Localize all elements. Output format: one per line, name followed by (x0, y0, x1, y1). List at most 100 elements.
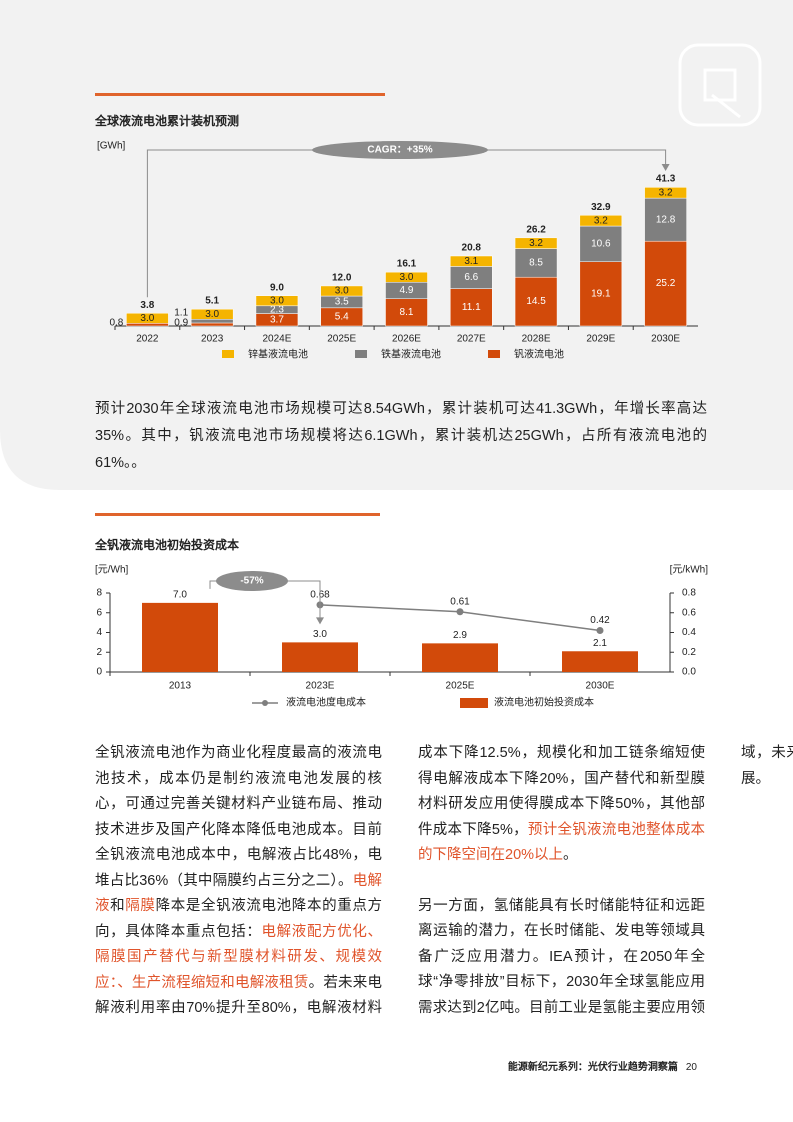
legend-swatch (488, 350, 500, 358)
bar (282, 642, 358, 672)
data-label: 3.0 (140, 313, 154, 324)
bar-segment (190, 322, 234, 327)
x-tick-label: 2026E (392, 334, 421, 345)
annotation: -57% (240, 576, 263, 587)
data-label: 6.6 (464, 272, 478, 283)
bar-segment (126, 312, 169, 324)
data-label: 3.2 (594, 215, 608, 226)
paragraph: 另一方面，氢储能具有长时储能特征和远距离运输的潜力，在长时储能、发电等领域具备广… (418, 741, 793, 1041)
footer-series: 能源新纪元系列：光伏行业趋势洞察篇 (507, 1062, 678, 1073)
bar-segment (514, 237, 558, 249)
data-label: 3.7 (270, 314, 284, 325)
bar-segment (255, 295, 299, 307)
total-label: 16.1 (397, 258, 417, 269)
arrow-head (316, 617, 324, 625)
data-label: 3.2 (659, 187, 673, 198)
bar-segment (320, 285, 363, 297)
data-label: 3.5 (335, 297, 349, 308)
data-label: 5.4 (335, 312, 349, 323)
paragraph: 预计2030年全球液流电池市场规模可达8.54GWh，累计装机可达41.3GWh… (95, 401, 707, 471)
bar-segment (644, 240, 687, 327)
y2-tick-label: 0.0 (682, 667, 696, 678)
text-run: 。 (563, 847, 578, 863)
unit-label: [元/Wh] (95, 565, 129, 576)
bar-segment (579, 261, 623, 327)
data-label: 0.8 (109, 318, 123, 329)
accent-rule (95, 513, 380, 516)
x-tick-label: 2028E (522, 334, 551, 345)
bar (422, 643, 498, 672)
data-label: 3.2 (529, 238, 543, 249)
data-label: 2.9 (453, 630, 467, 641)
y2-tick-label: 0.4 (682, 627, 696, 638)
data-label: 14.5 (526, 296, 546, 307)
bar (562, 651, 638, 672)
total-label: 26.2 (526, 224, 546, 235)
x-tick-label: 2025E (446, 681, 475, 692)
bar-segment (450, 288, 493, 327)
text-run: 另一方面，氢储能具有长时储能特征和远距离运输的潜力，在长时储能、发电等领域具备广… (418, 745, 793, 1016)
chart-title: 全钒液流电池初始投资成本 (94, 537, 239, 552)
legend-marker (262, 700, 268, 706)
y2-tick-label: 0.2 (682, 647, 696, 658)
x-tick-label: 2023E (306, 681, 335, 692)
x-tick-label: 2024E (262, 334, 291, 345)
data-label: 19.1 (591, 288, 611, 299)
highlight-text: 电解液配方优化、隔膜国产替代与新型膜材料研发、规模效应：、生产流程缩短和电解液租… (95, 923, 383, 991)
x-tick-label: 2025E (327, 334, 356, 345)
legend-label: 铁基液流电池 (381, 348, 441, 361)
data-label: 8.5 (529, 258, 543, 269)
data-label: 7.0 (173, 590, 187, 601)
data-label: 3.0 (270, 295, 284, 306)
total-label: 20.8 (462, 243, 482, 254)
data-label: 0.61 (450, 596, 470, 607)
body-text: 全钒液流电池作为商业化程度最高的液流电池技术，成本仍是制约液流电池发展的核心，可… (95, 741, 793, 1041)
line-marker (456, 608, 464, 616)
data-label: 8.1 (400, 307, 414, 318)
arrow-head (661, 164, 670, 171)
bar-segment (644, 187, 687, 199)
legend-label: 液流电池初始投资成本 (494, 696, 594, 709)
data-label: 3.0 (205, 309, 219, 320)
x-tick-label: 2029E (586, 334, 615, 345)
data-label: 0.9 (174, 318, 188, 329)
total-label: 9.0 (270, 282, 284, 293)
annotation-bubble (216, 571, 288, 591)
bar (142, 602, 218, 672)
annotation-bubble (312, 141, 488, 159)
chart-title: 全球液流电池累计装机预测 (94, 113, 239, 128)
data-label: 4.9 (400, 285, 414, 296)
unit-label: [GWh] (97, 141, 126, 152)
highlight-text: 预计全钒液流电池整体成本的下降空间在20%以上 (418, 821, 705, 864)
highlight-text: 电解液 (95, 872, 382, 915)
y-tick-label: 0 (96, 667, 102, 678)
x-tick-label: 2013 (169, 681, 192, 692)
data-label: 3.1 (464, 256, 478, 267)
annotation: CAGR：+35% (367, 145, 432, 156)
total-label: 32.9 (591, 202, 611, 213)
total-label: 5.1 (205, 295, 219, 306)
y-tick-label: 2 (96, 647, 102, 658)
data-label: 3.0 (335, 286, 349, 297)
legend-swatch (222, 350, 234, 358)
data-label: 2.3 (270, 304, 284, 315)
total-label: 12.0 (332, 272, 352, 283)
x-tick-label: 2027E (457, 334, 486, 345)
text-run: 和 (110, 898, 126, 914)
bar-segment (514, 276, 558, 327)
unit-label: [元/kWh] (670, 565, 709, 576)
line-marker (596, 627, 604, 635)
data-label: 3.0 (313, 629, 327, 640)
y-tick-label: 4 (96, 627, 102, 638)
x-tick-label: 2023 (201, 334, 224, 345)
total-label: 3.8 (140, 300, 154, 311)
data-label: 1.1 (174, 308, 188, 319)
bar-segment (644, 197, 687, 242)
total-label: 41.3 (656, 174, 676, 185)
data-label: 25.2 (656, 278, 676, 289)
bar-segment (385, 298, 428, 327)
page-number: 20 (685, 1062, 697, 1073)
accent-rule (95, 93, 385, 96)
highlight-text: 隔膜 (125, 898, 156, 914)
